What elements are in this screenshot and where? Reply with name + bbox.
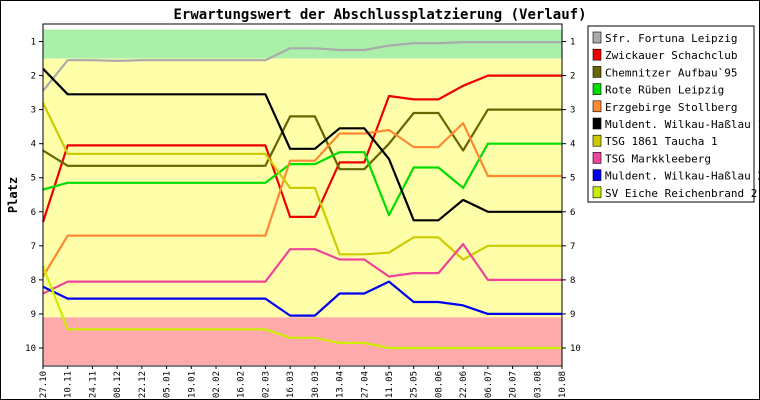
- legend-label: Erzgebirge Stollberg: [605, 101, 737, 114]
- y-tick-label-right: 7: [570, 242, 575, 252]
- x-axis: 27.10 10.11 24.11 08.12 22.12 05.01 19.01 02.02…: [39, 366, 568, 398]
- x-tick-label: 16.02: [237, 371, 247, 398]
- y-tick-label-left: 1: [31, 38, 36, 48]
- y-tick-label-left: 4: [31, 140, 36, 150]
- y-tick-label-left: 8: [31, 276, 36, 286]
- x-tick-label: 05.01: [163, 371, 173, 398]
- y-tick-label-left: 6: [31, 208, 36, 218]
- y-tick-label-right: 10: [570, 344, 581, 354]
- x-tick-label: 06.07: [484, 371, 494, 398]
- y-tick-label-right: 8: [570, 276, 575, 286]
- y-tick-label-left: 9: [31, 310, 36, 320]
- y-tick-label-right: 5: [570, 174, 575, 184]
- x-tick-label: 20.07: [509, 371, 519, 398]
- x-tick-label: 03.08: [533, 371, 543, 398]
- x-tick-label: 08.12: [113, 371, 123, 398]
- x-tick-label: 08.06: [434, 371, 444, 398]
- legend-label: Zwickauer Schachclub: [605, 49, 737, 62]
- legend-swatch: [593, 118, 601, 129]
- chart-title: Erwartungswert der Abschlussplatzierung …: [173, 7, 586, 23]
- legend-swatch: [593, 170, 601, 181]
- x-tick-label: 22.12: [138, 371, 148, 398]
- x-tick-label: 27.04: [360, 371, 370, 398]
- legend-swatch: [593, 187, 601, 198]
- y-tick-label-left: 2: [31, 72, 36, 82]
- band-0: [43, 30, 562, 59]
- y-axis-right: 1 2 3 4 5 6 7 8 9 10: [562, 38, 581, 355]
- y-tick-label-left: 10: [25, 344, 36, 354]
- legend-label: Chemnitzer Aufbau`95: [605, 66, 737, 79]
- x-tick-label: 24.11: [88, 371, 98, 398]
- legend-swatch: [593, 101, 601, 112]
- y-tick-label-right: 3: [570, 106, 575, 116]
- legend: Sfr. Fortuna Leipzig Zwickauer Schachclub…: [588, 26, 760, 202]
- y-tick-label-left: 5: [31, 174, 36, 184]
- y-tick-label-right: 4: [570, 140, 575, 150]
- y-axis-left: 1 2 3 4 5 6 7 8 9 10: [25, 38, 43, 355]
- x-tick-label: 25.05: [410, 371, 420, 398]
- legend-swatch: [593, 135, 601, 146]
- legend-swatch: [593, 84, 601, 95]
- legend-label: TSG Markkleeberg: [605, 152, 711, 165]
- y-tick-label-left: 7: [31, 242, 36, 252]
- x-tick-label: 11.05: [385, 371, 395, 398]
- x-tick-label: 13.04: [336, 371, 346, 398]
- x-tick-label: 02.03: [261, 371, 271, 398]
- x-tick-label: 22.06: [459, 371, 469, 398]
- legend-label: Rote Rüben Leipzig: [605, 84, 724, 97]
- y-tick-label-right: 2: [570, 72, 575, 82]
- y-tick-label-right: 9: [570, 310, 575, 320]
- legend-swatch: [593, 66, 601, 77]
- x-tick-label: 30.03: [311, 371, 321, 398]
- y-axis-label: Platz: [6, 177, 20, 213]
- y-tick-label-right: 6: [570, 208, 575, 218]
- legend-label: Sfr. Fortuna Leipzig: [605, 32, 737, 45]
- x-tick-label: 16.03: [286, 371, 296, 398]
- x-tick-label: 10.11: [64, 371, 74, 398]
- band-2: [43, 317, 562, 365]
- x-tick-label: 19.01: [187, 371, 197, 398]
- y-tick-label-left: 3: [31, 106, 36, 116]
- x-tick-label: 02.02: [212, 371, 222, 398]
- legend-swatch: [593, 152, 601, 163]
- legend-swatch: [593, 32, 601, 43]
- legend-label: TSG 1861 Taucha 1: [605, 135, 718, 148]
- x-tick-label: 27.10: [39, 371, 49, 398]
- legend-swatch: [593, 49, 601, 60]
- x-tick-label: 10.08: [558, 371, 568, 398]
- y-tick-label-right: 1: [570, 38, 575, 48]
- legend-label: Muldent. Wilkau-Haßlau 1: [605, 118, 760, 131]
- legend-label: Muldent. Wilkau-Haßlau 2: [605, 170, 760, 183]
- legend-label: SV Eiche Reichenbrand 2: [605, 187, 757, 200]
